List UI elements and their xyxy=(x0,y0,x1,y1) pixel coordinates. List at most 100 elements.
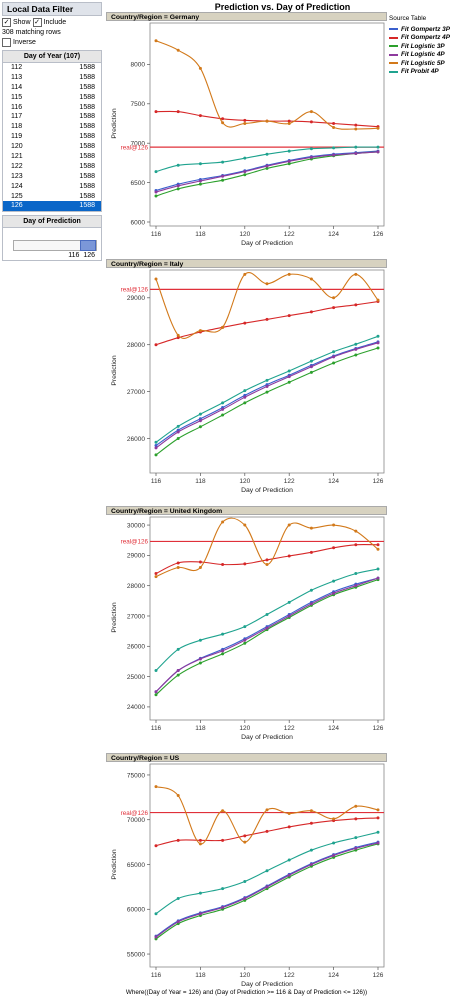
day-list-item[interactable]: 112 1588 xyxy=(3,63,101,73)
data-point[interactable] xyxy=(198,661,202,665)
data-point[interactable] xyxy=(332,817,336,821)
series-line[interactable] xyxy=(155,301,379,346)
data-point[interactable] xyxy=(354,846,358,850)
data-point[interactable] xyxy=(265,390,269,394)
data-point[interactable] xyxy=(376,547,380,551)
data-point[interactable] xyxy=(376,145,380,149)
data-point[interactable] xyxy=(221,649,225,653)
data-point[interactable] xyxy=(287,873,291,877)
data-point[interactable] xyxy=(265,166,269,170)
day-list-item[interactable]: 122 1588 xyxy=(3,162,101,172)
data-point[interactable] xyxy=(332,591,336,595)
data-point[interactable] xyxy=(154,277,158,281)
data-point[interactable] xyxy=(332,841,336,845)
data-point[interactable] xyxy=(287,554,291,558)
data-point[interactable] xyxy=(154,343,158,347)
series-line[interactable] xyxy=(155,150,379,192)
day-list-item[interactable]: 116 1588 xyxy=(3,103,101,113)
data-point[interactable] xyxy=(376,567,380,571)
data-point[interactable] xyxy=(332,546,336,550)
data-point[interactable] xyxy=(243,641,247,645)
data-point[interactable] xyxy=(354,347,358,351)
data-point[interactable] xyxy=(332,854,336,858)
data-point[interactable] xyxy=(265,317,269,321)
data-point[interactable] xyxy=(287,369,291,373)
day-list-item[interactable]: 117 1588 xyxy=(3,112,101,122)
show-checkbox[interactable]: ✓ xyxy=(2,18,11,27)
data-point[interactable] xyxy=(354,584,358,588)
data-point[interactable] xyxy=(309,310,313,314)
data-point[interactable] xyxy=(354,543,358,547)
data-point[interactable] xyxy=(332,146,336,150)
series-line[interactable] xyxy=(155,577,379,693)
series-line[interactable] xyxy=(155,151,379,197)
data-point[interactable] xyxy=(287,159,291,163)
data-point[interactable] xyxy=(221,809,225,813)
data-point[interactable] xyxy=(198,657,202,661)
data-point[interactable] xyxy=(287,600,291,604)
data-point[interactable] xyxy=(221,117,225,121)
data-point[interactable] xyxy=(354,342,358,346)
data-point[interactable] xyxy=(287,162,291,166)
filter-title[interactable]: Local Data Filter xyxy=(2,2,102,16)
day-list-item[interactable]: 118 1588 xyxy=(3,122,101,132)
data-point[interactable] xyxy=(287,523,291,527)
series-line[interactable] xyxy=(155,579,379,696)
data-point[interactable] xyxy=(243,897,247,901)
data-point[interactable] xyxy=(198,891,202,895)
data-point[interactable] xyxy=(198,412,202,416)
data-point[interactable] xyxy=(376,543,380,547)
data-point[interactable] xyxy=(154,39,158,43)
data-point[interactable] xyxy=(265,119,269,123)
data-point[interactable] xyxy=(309,359,313,363)
day-list-item[interactable]: 113 1588 xyxy=(3,73,101,83)
data-point[interactable] xyxy=(243,389,247,393)
data-point[interactable] xyxy=(287,375,291,379)
data-point[interactable] xyxy=(265,562,269,566)
data-point[interactable] xyxy=(376,341,380,345)
series-line[interactable] xyxy=(155,577,379,693)
data-point[interactable] xyxy=(243,118,247,122)
data-point[interactable] xyxy=(221,407,225,411)
data-point[interactable] xyxy=(198,638,202,642)
data-point[interactable] xyxy=(287,380,291,384)
day-list-item[interactable]: 115 1588 xyxy=(3,93,101,103)
data-point[interactable] xyxy=(376,298,380,302)
data-point[interactable] xyxy=(198,329,202,333)
data-point[interactable] xyxy=(354,804,358,808)
data-point[interactable] xyxy=(243,638,247,642)
data-point[interactable] xyxy=(176,794,180,798)
data-point[interactable] xyxy=(198,419,202,423)
data-point[interactable] xyxy=(309,155,313,159)
data-point[interactable] xyxy=(287,149,291,153)
slider-selection[interactable] xyxy=(80,240,96,252)
data-point[interactable] xyxy=(265,152,269,156)
data-point[interactable] xyxy=(243,523,247,527)
data-point[interactable] xyxy=(265,378,269,382)
data-point[interactable] xyxy=(265,282,269,286)
day-list-item[interactable]: 114 1588 xyxy=(3,83,101,93)
data-point[interactable] xyxy=(376,150,380,154)
day-list-item[interactable]: 125 1588 xyxy=(3,192,101,202)
data-point[interactable] xyxy=(354,123,358,127)
data-point[interactable] xyxy=(198,66,202,70)
data-point[interactable] xyxy=(309,809,313,813)
series-line[interactable] xyxy=(155,568,379,671)
data-point[interactable] xyxy=(198,565,202,569)
legend-item[interactable]: Fit Logistic 3P xyxy=(389,42,461,51)
data-point[interactable] xyxy=(221,562,225,566)
data-point[interactable] xyxy=(376,808,380,812)
data-point[interactable] xyxy=(154,440,158,444)
data-point[interactable] xyxy=(176,897,180,901)
data-point[interactable] xyxy=(176,838,180,842)
data-point[interactable] xyxy=(243,170,247,174)
data-point[interactable] xyxy=(221,887,225,891)
data-point[interactable] xyxy=(287,119,291,123)
data-point[interactable] xyxy=(332,350,336,354)
data-point[interactable] xyxy=(309,821,313,825)
data-point[interactable] xyxy=(309,120,313,124)
data-point[interactable] xyxy=(354,353,358,357)
data-point[interactable] xyxy=(265,626,269,630)
data-point[interactable] xyxy=(309,147,313,151)
legend-item[interactable]: Fit Gompertz 3P xyxy=(389,25,461,34)
